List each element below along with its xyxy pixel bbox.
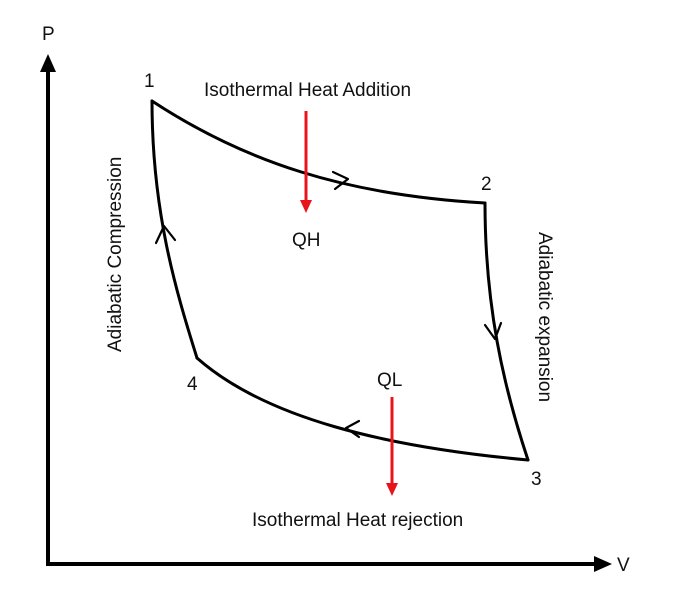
isothermal-heat-addition-label: Isothermal Heat Addition	[204, 80, 411, 101]
point-4-label: 4	[187, 374, 198, 395]
adiabatic-expansion-curve	[483, 201, 530, 462]
cycle	[150, 99, 530, 462]
point-2-label: 2	[481, 174, 492, 195]
isothermal-expansion-curve	[150, 99, 487, 205]
adiabatic-compression-curve	[150, 99, 199, 360]
heat-in-arrow-head	[300, 200, 312, 213]
heat-out-arrow-head	[386, 483, 398, 496]
adiabatic-compression-label: Adiabatic Compression	[105, 157, 126, 352]
direction-arrow-up-icon	[154, 224, 177, 245]
adiabatic-expansion-label: Adiabatic expansion	[534, 232, 555, 402]
isothermal-compression-curve	[195, 356, 530, 462]
direction-arrow-down-icon	[483, 321, 503, 341]
state-points: 1 2 3 4	[144, 71, 542, 490]
volume-axis-arrowhead	[594, 556, 612, 572]
axes: P V	[40, 24, 630, 576]
process-labels: Isothermal Heat Addition Isothermal Heat…	[105, 80, 555, 531]
pressure-axis-label: P	[42, 24, 55, 45]
direction-arrow-left-icon	[344, 419, 361, 439]
isothermal-heat-rejection-label: Isothermal Heat rejection	[252, 510, 463, 531]
volume-axis-label: V	[617, 555, 630, 576]
point-3-label: 3	[531, 469, 542, 490]
point-1-label: 1	[144, 71, 155, 92]
direction-arrow-right-icon	[331, 170, 350, 191]
heat-out-label: QL	[377, 370, 402, 391]
pressure-axis-arrowhead	[40, 54, 56, 72]
heat-in-label: QH	[292, 230, 321, 251]
heat-flows: QH QL	[292, 111, 402, 496]
